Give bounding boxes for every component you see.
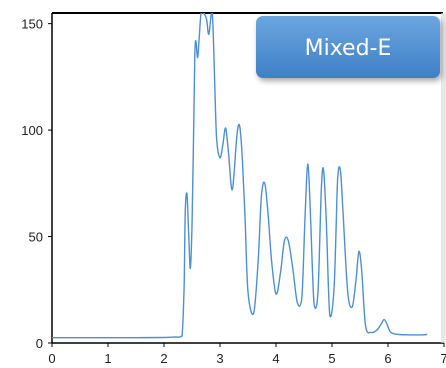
y-tick-label: 100 [21,123,43,138]
y-tick-label: 0 [36,336,43,351]
x-tick-label: 0 [48,351,55,366]
y-tick-label: 150 [21,17,43,32]
plot-right-shadow [441,13,446,343]
badge-box [256,16,440,78]
series-line-0 [52,13,428,339]
x-tick-label: 5 [328,351,335,366]
mixed-e-badge [256,16,440,78]
x-tick-label: 2 [160,351,167,366]
x-tick-label: 4 [272,351,279,366]
x-tick-label: 7 [440,351,446,366]
axis-ticks: 0 1 2 3 4 5 6 7 0 50 100 150 [21,17,446,366]
badge-label: Mixed-E [305,36,392,61]
series-layer [52,13,428,339]
x-tick-label: 1 [104,351,111,366]
y-tick-label: 50 [29,230,43,245]
x-tick-label: 3 [216,351,223,366]
x-tick-label: 6 [384,351,391,366]
